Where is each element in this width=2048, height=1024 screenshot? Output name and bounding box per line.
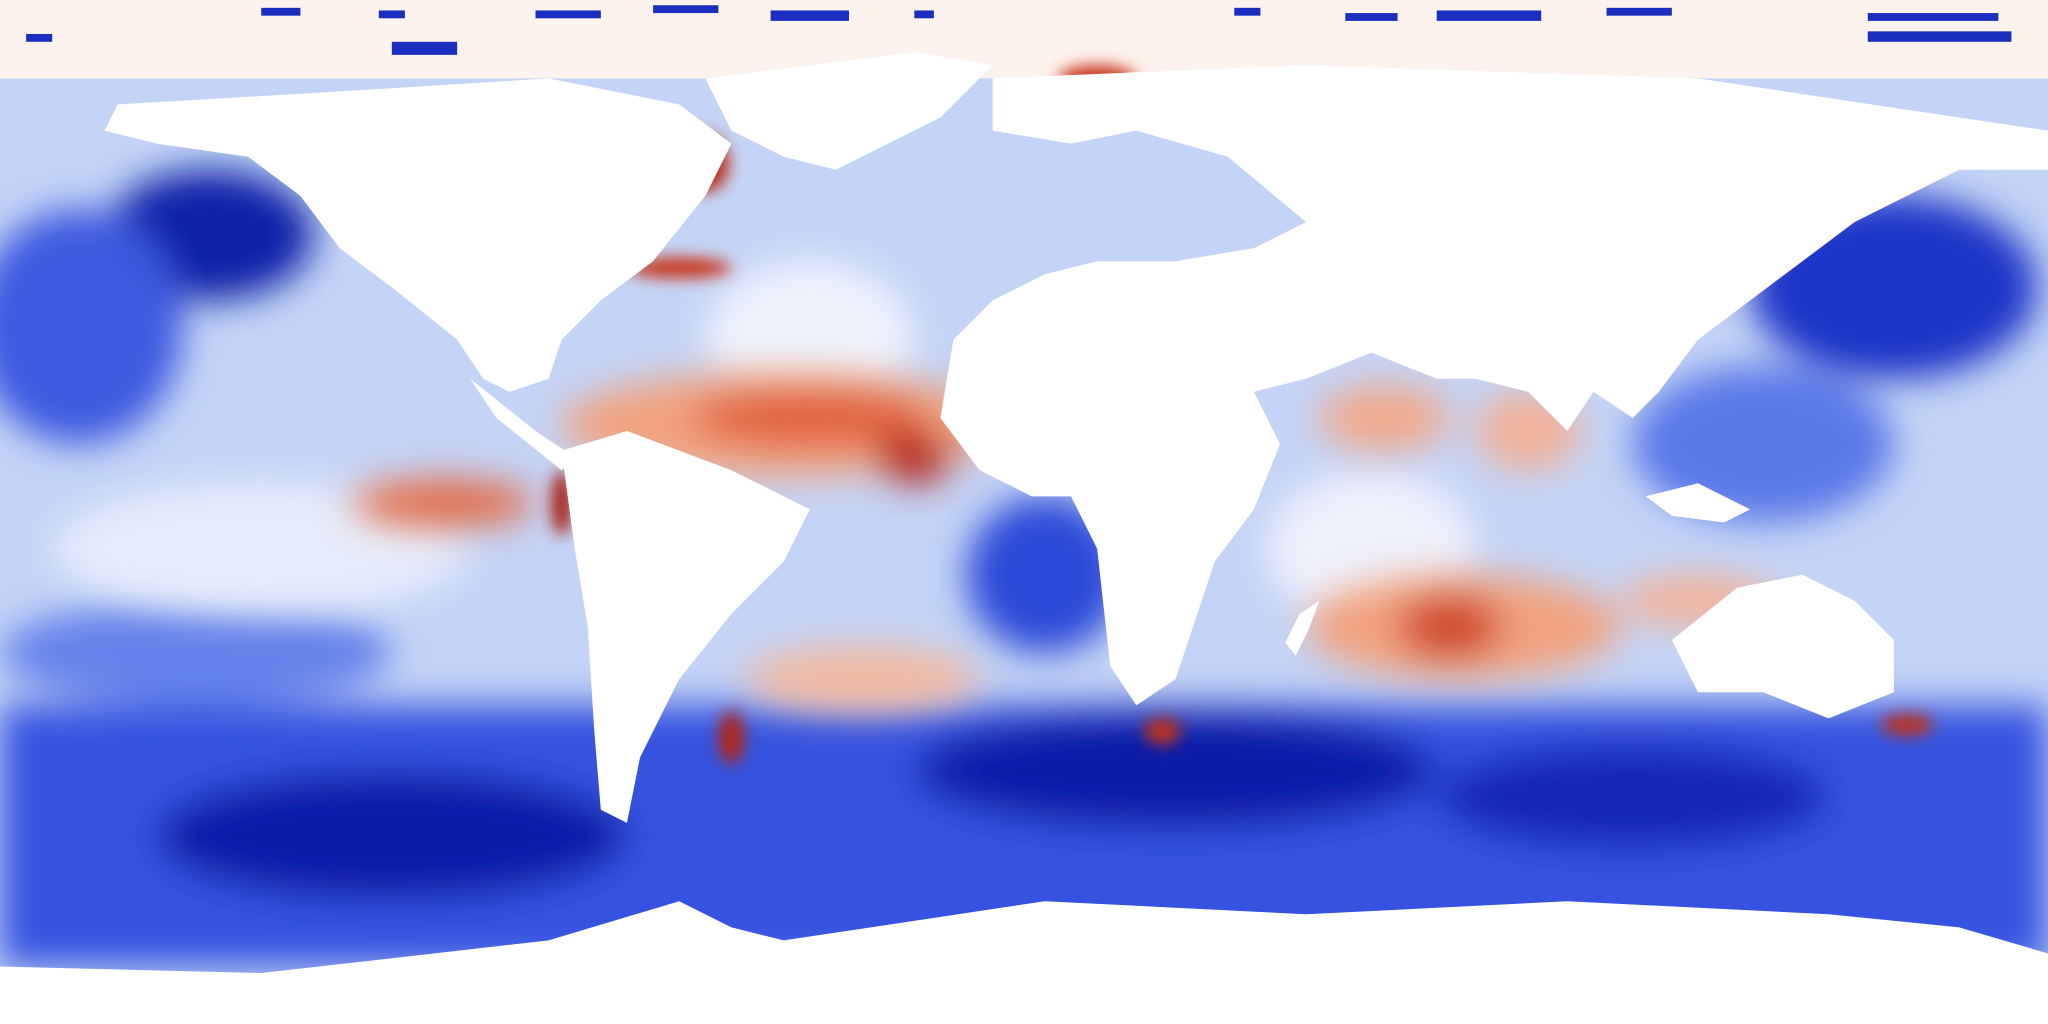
warm-anomalies — [352, 372, 1777, 712]
madagascar — [1285, 600, 1320, 656]
land — [0, 52, 2048, 1024]
australia — [1671, 574, 1894, 719]
indonesia — [1645, 483, 1751, 523]
antarctica — [0, 901, 2048, 1024]
polar-dashes — [26, 5, 2012, 55]
eurasia-africa — [940, 65, 2048, 706]
greenland — [705, 52, 993, 170]
south-america — [561, 431, 810, 823]
north-america — [104, 78, 732, 392]
polar-strip — [0, 0, 2048, 92]
central-america — [470, 378, 575, 471]
